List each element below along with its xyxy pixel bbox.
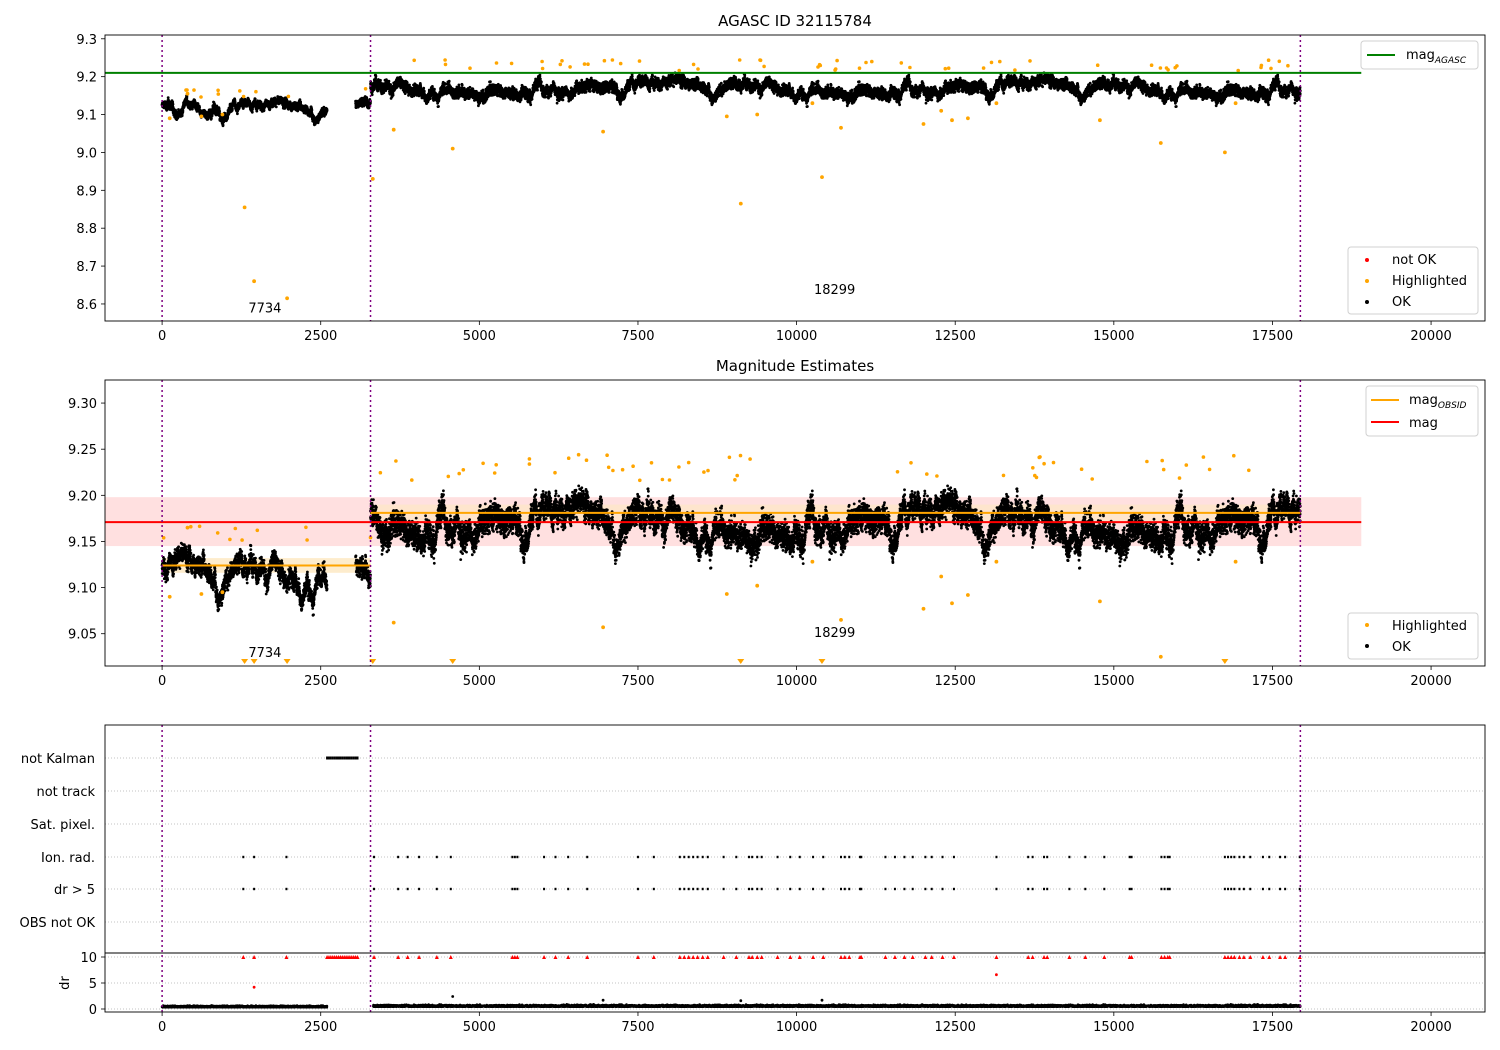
ok-point [218, 109, 222, 113]
ok-point [250, 110, 254, 114]
ok-point [433, 87, 436, 91]
ok-point [530, 97, 534, 101]
ok-point [185, 95, 189, 98]
ok-point [460, 83, 464, 87]
ok-point [422, 86, 426, 90]
ok-point [374, 74, 378, 78]
ok-point [253, 97, 257, 101]
ok-point [171, 102, 175, 106]
ok-point [165, 107, 169, 111]
ok-point [437, 105, 440, 108]
ok-point [481, 88, 485, 92]
ok-point [236, 112, 239, 116]
ok-point [382, 91, 386, 94]
ok-point [196, 102, 200, 105]
ok-point [213, 102, 217, 106]
ok-point [447, 79, 451, 83]
ok-point [489, 80, 492, 84]
ok-point [536, 88, 539, 92]
ok-point [210, 117, 213, 120]
ok-point [287, 107, 290, 111]
ok-point [422, 89, 426, 93]
ok-point [233, 101, 237, 104]
ok-point [221, 124, 225, 128]
ok-point [180, 114, 184, 118]
ok-point [166, 96, 170, 100]
ok-point [387, 79, 391, 83]
ok-point [379, 78, 382, 82]
ok-point [217, 107, 221, 111]
ok-point [529, 103, 533, 107]
ok-point [171, 100, 175, 104]
ok-point [408, 83, 411, 87]
ok-point [429, 97, 432, 100]
ok-point [540, 80, 543, 84]
ok-point [310, 108, 314, 112]
ok-point [391, 93, 395, 97]
ok-point [172, 107, 176, 110]
ok-point [538, 75, 542, 78]
ok-point [369, 102, 372, 105]
ok-point [262, 109, 266, 112]
ok-point [231, 107, 234, 111]
ok-point [181, 109, 185, 113]
ok-point [274, 105, 278, 109]
ok-point [325, 108, 329, 112]
plot-area [105, 35, 1362, 321]
ok-point [198, 106, 201, 110]
